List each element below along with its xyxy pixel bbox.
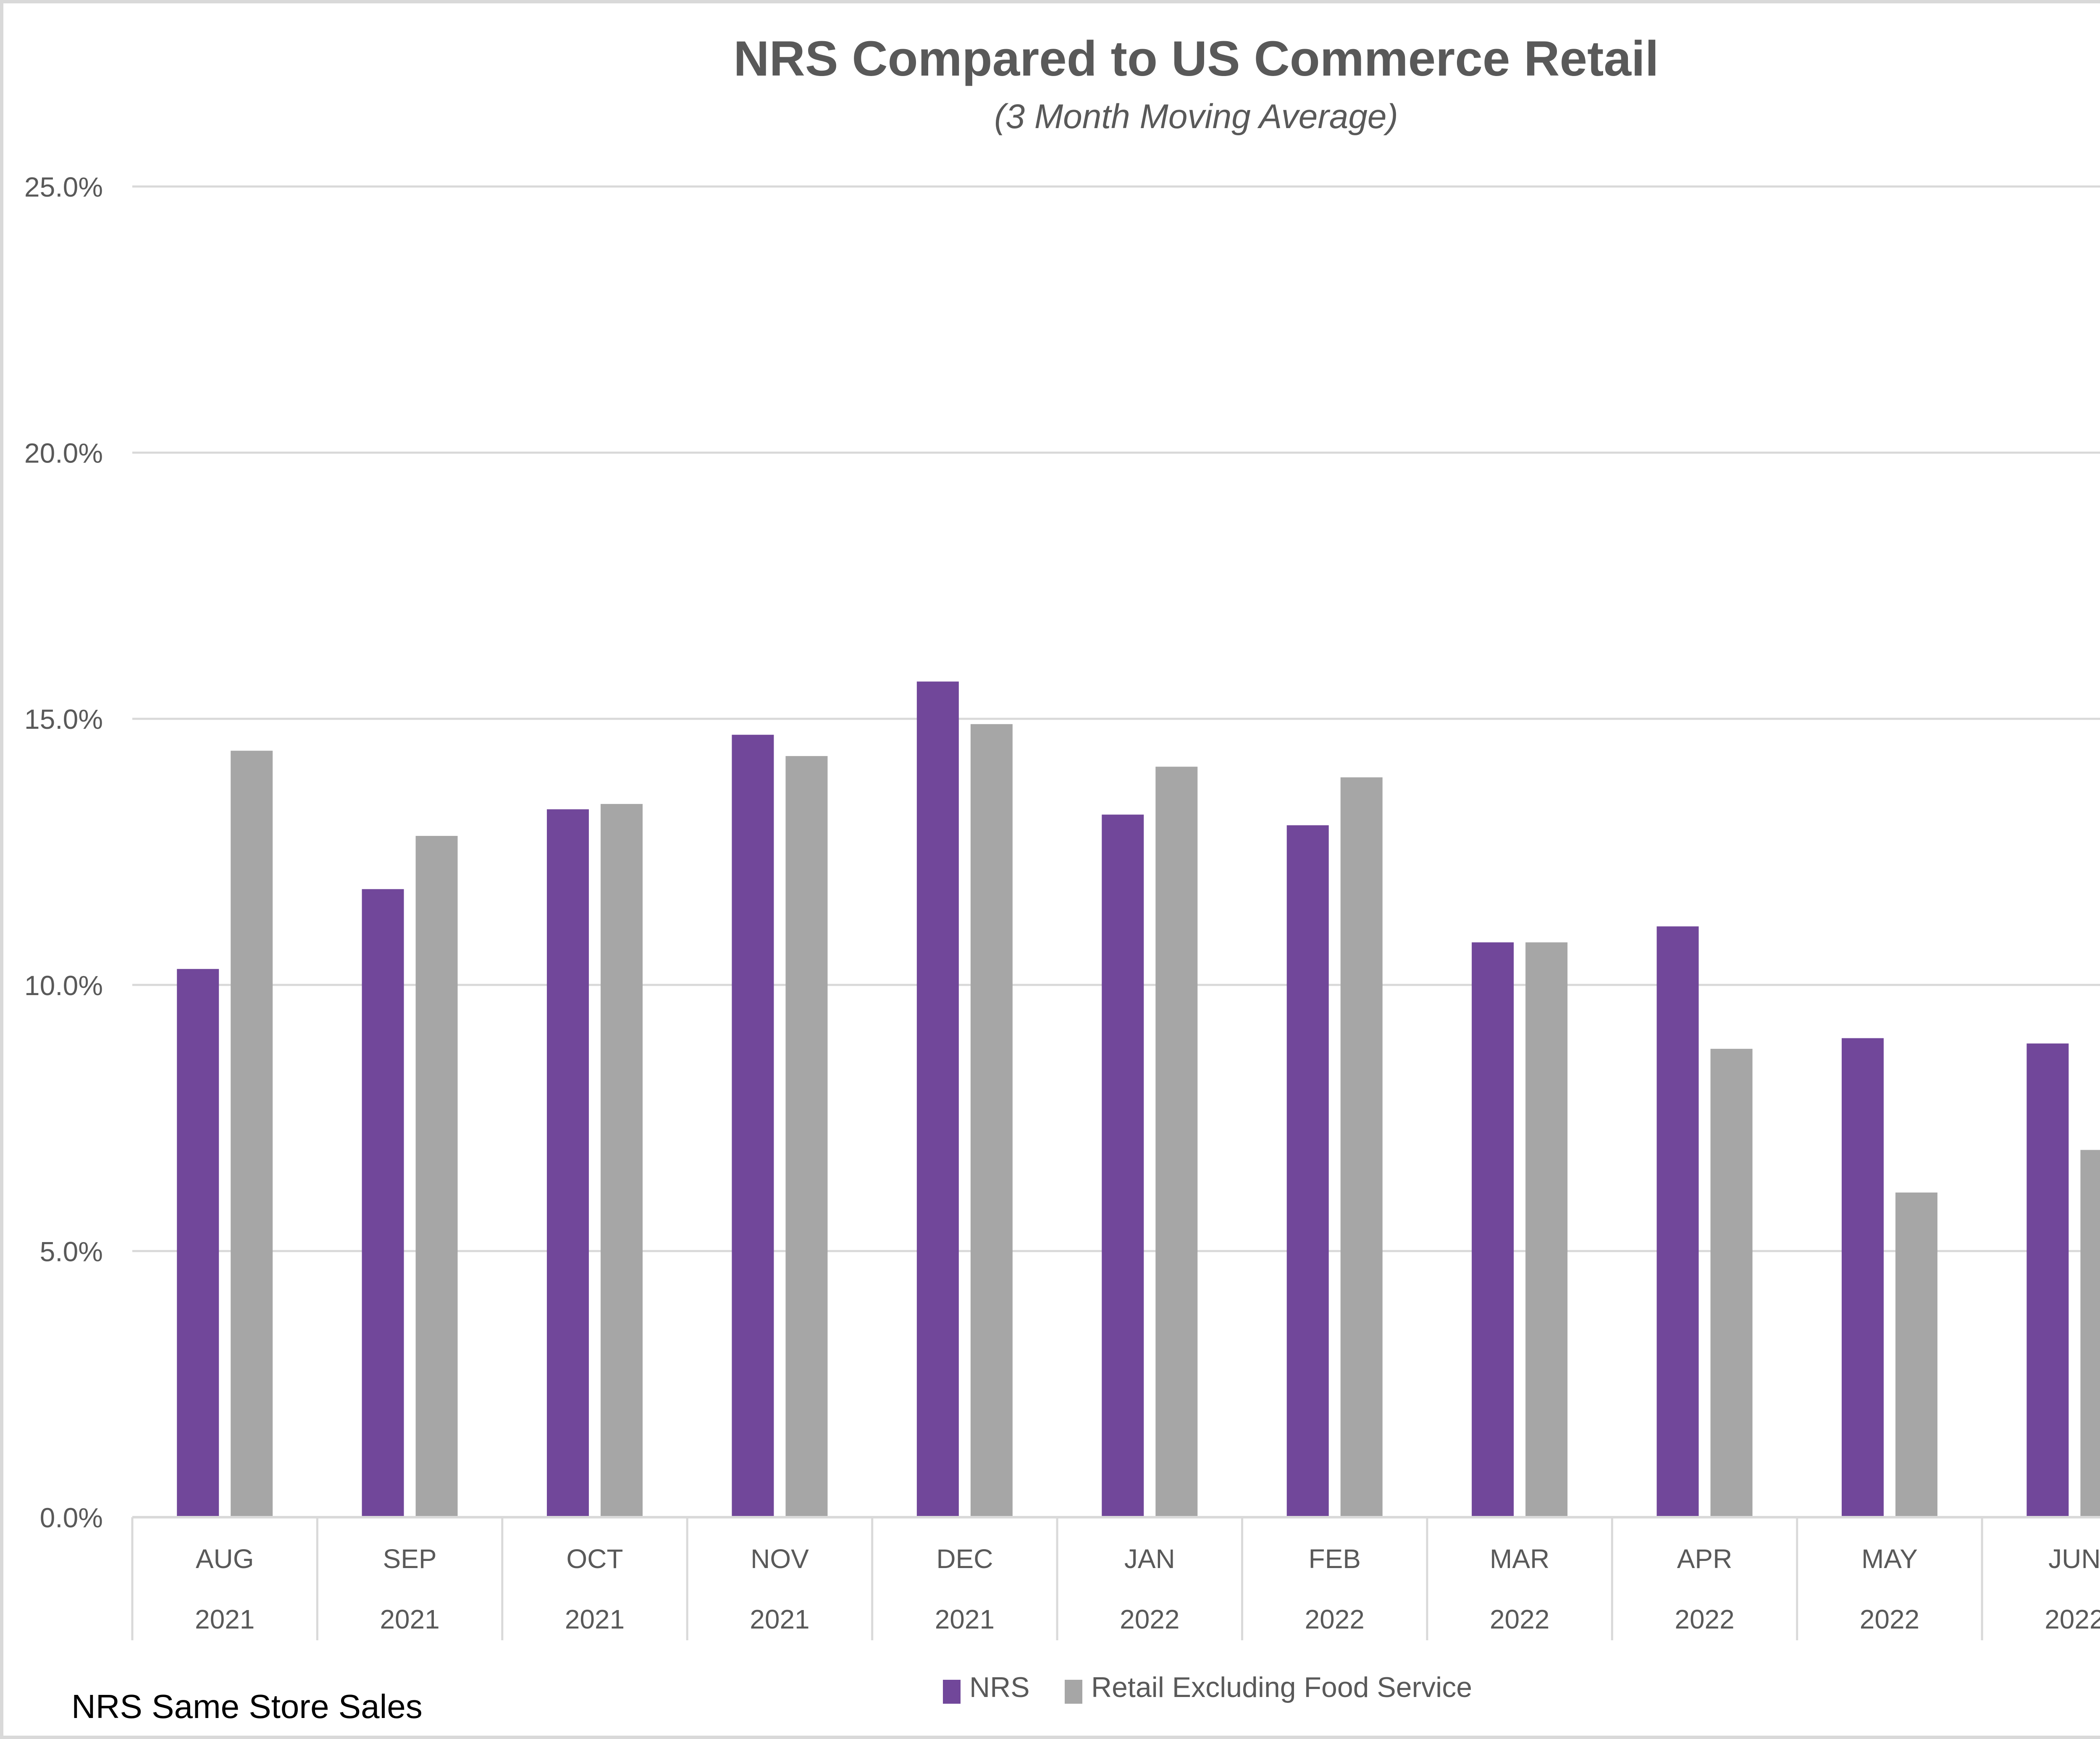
bar-retail-mar bbox=[1525, 942, 1568, 1517]
chart-subtitle: (3 Month Moving Average) bbox=[994, 97, 1398, 136]
bar-retail-sep bbox=[415, 835, 458, 1517]
bar-nrs-mar bbox=[1472, 942, 1514, 1517]
bar-nrs-feb bbox=[1286, 825, 1329, 1517]
bar-nrs-sep bbox=[362, 889, 404, 1517]
bar-nrs-apr bbox=[1656, 926, 1699, 1517]
x-tick-year: 2021 bbox=[380, 1604, 439, 1634]
x-tick-month: OCT bbox=[566, 1544, 623, 1574]
x-tick-year: 2022 bbox=[1675, 1604, 1734, 1634]
bars bbox=[177, 681, 2100, 1517]
legend-swatch-nrs bbox=[943, 1680, 961, 1704]
bar-retail-oct bbox=[601, 804, 643, 1517]
gridlines bbox=[132, 185, 2100, 1252]
y-tick-label: 20.0% bbox=[24, 438, 103, 469]
x-tick-month: JUN bbox=[2048, 1544, 2100, 1574]
y-tick-label: 10.0% bbox=[24, 970, 103, 1001]
x-tick-year: 2021 bbox=[935, 1604, 995, 1634]
bar-retail-may bbox=[1895, 1193, 1937, 1517]
x-tick-year: 2021 bbox=[750, 1604, 809, 1634]
legend: NRS Retail Excluding Food Service bbox=[943, 1671, 1472, 1704]
x-tick-year: 2022 bbox=[2045, 1604, 2100, 1634]
x-tick-year: 2022 bbox=[1860, 1604, 1919, 1634]
x-tick-month: APR bbox=[1677, 1544, 1732, 1574]
bar-retail-dec bbox=[970, 724, 1013, 1517]
chart-title: NRS Compared to US Commerce Retail bbox=[733, 31, 1659, 87]
y-tick-label: 25.0% bbox=[24, 171, 103, 202]
x-tick-month: DEC bbox=[936, 1544, 993, 1574]
bar-retail-jan bbox=[1155, 767, 1198, 1517]
y-tick-label: 5.0% bbox=[40, 1236, 103, 1267]
x-tick-month: AUG bbox=[196, 1544, 254, 1574]
x-tick-year: 2022 bbox=[1305, 1604, 1365, 1634]
chart-footnote: NRS Same Store Sales bbox=[71, 1688, 423, 1725]
legend-label-nrs: NRS bbox=[969, 1671, 1030, 1703]
legend-label-retail: Retail Excluding Food Service bbox=[1091, 1671, 1472, 1703]
x-tick-year: 2022 bbox=[1490, 1604, 1549, 1634]
x-tick-month: NOV bbox=[751, 1544, 809, 1574]
x-tick-month: FEB bbox=[1308, 1544, 1360, 1574]
x-tick-month: MAR bbox=[1490, 1544, 1549, 1574]
x-axis: AUG 2021 SEP 2021 OCT 2021 NOV 2021 DEC 2021 JAN 20… bbox=[131, 1516, 2100, 1640]
legend-swatch-retail bbox=[1065, 1680, 1082, 1704]
bar-retail-jun bbox=[2080, 1150, 2100, 1517]
x-tick-year: 2022 bbox=[1120, 1604, 1179, 1634]
bar-retail-aug bbox=[231, 751, 273, 1517]
x-tick-month: SEP bbox=[383, 1544, 437, 1574]
x-tick-month: MAY bbox=[1861, 1544, 1918, 1574]
bar-nrs-nov bbox=[732, 735, 774, 1517]
y-tick-label: 0.0% bbox=[40, 1502, 103, 1533]
bar-nrs-may bbox=[1841, 1038, 1884, 1517]
bar-nrs-jan bbox=[1102, 814, 1144, 1517]
bar-nrs-dec bbox=[916, 681, 959, 1517]
bar-retail-nov bbox=[785, 756, 828, 1517]
x-tick-year: 2021 bbox=[565, 1604, 625, 1634]
bar-nrs-aug bbox=[177, 969, 219, 1517]
x-tick-year: 2021 bbox=[195, 1604, 255, 1634]
bar-nrs-jun bbox=[2026, 1043, 2069, 1517]
y-axis-ticks: 0.0% 5.0% 10.0% 15.0% 20.0% 25.0% bbox=[24, 171, 103, 1533]
bar-nrs-oct bbox=[547, 809, 589, 1517]
x-tick-month: JAN bbox=[1124, 1544, 1175, 1574]
bar-retail-apr bbox=[1710, 1048, 1753, 1517]
y-tick-label: 15.0% bbox=[24, 704, 103, 735]
bar-retail-feb bbox=[1340, 777, 1383, 1517]
